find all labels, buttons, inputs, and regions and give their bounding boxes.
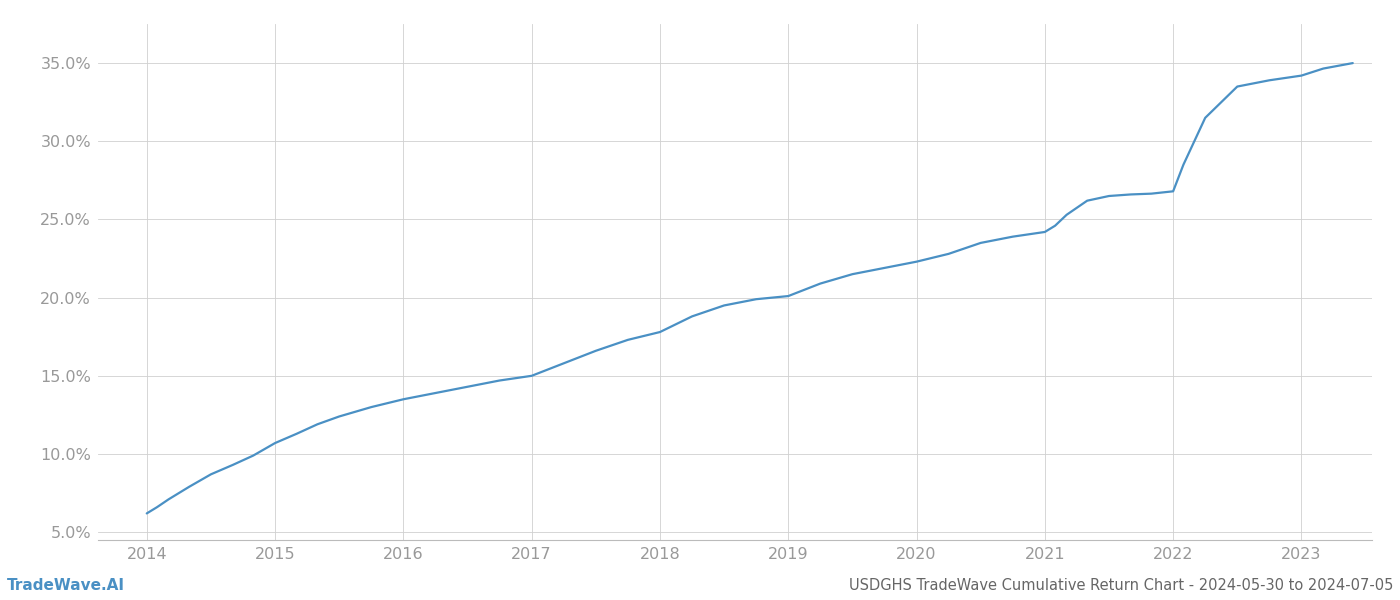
Text: USDGHS TradeWave Cumulative Return Chart - 2024-05-30 to 2024-07-05: USDGHS TradeWave Cumulative Return Chart… xyxy=(848,578,1393,593)
Text: TradeWave.AI: TradeWave.AI xyxy=(7,578,125,593)
